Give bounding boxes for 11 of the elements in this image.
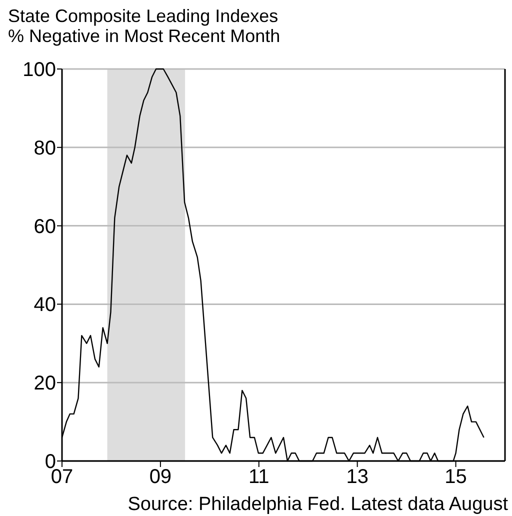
x-tick-label: 11 — [248, 466, 270, 488]
y-tick-label: 40 — [34, 294, 56, 316]
x-tick-label: 09 — [149, 466, 172, 488]
x-tick-label: 13 — [346, 466, 368, 488]
y-tick-label: 60 — [34, 216, 56, 238]
x-tick-label: 15 — [444, 466, 467, 488]
y-tick-label: 20 — [34, 372, 56, 395]
chart-title: State Composite Leading Indexes % Negative in Most Recent Month — [8, 6, 280, 46]
source-note: Source: Philadelphia Fed. Latest data August — [128, 494, 509, 515]
y-tick-label: 100 — [22, 59, 56, 81]
y-tick-label: 80 — [34, 137, 56, 160]
